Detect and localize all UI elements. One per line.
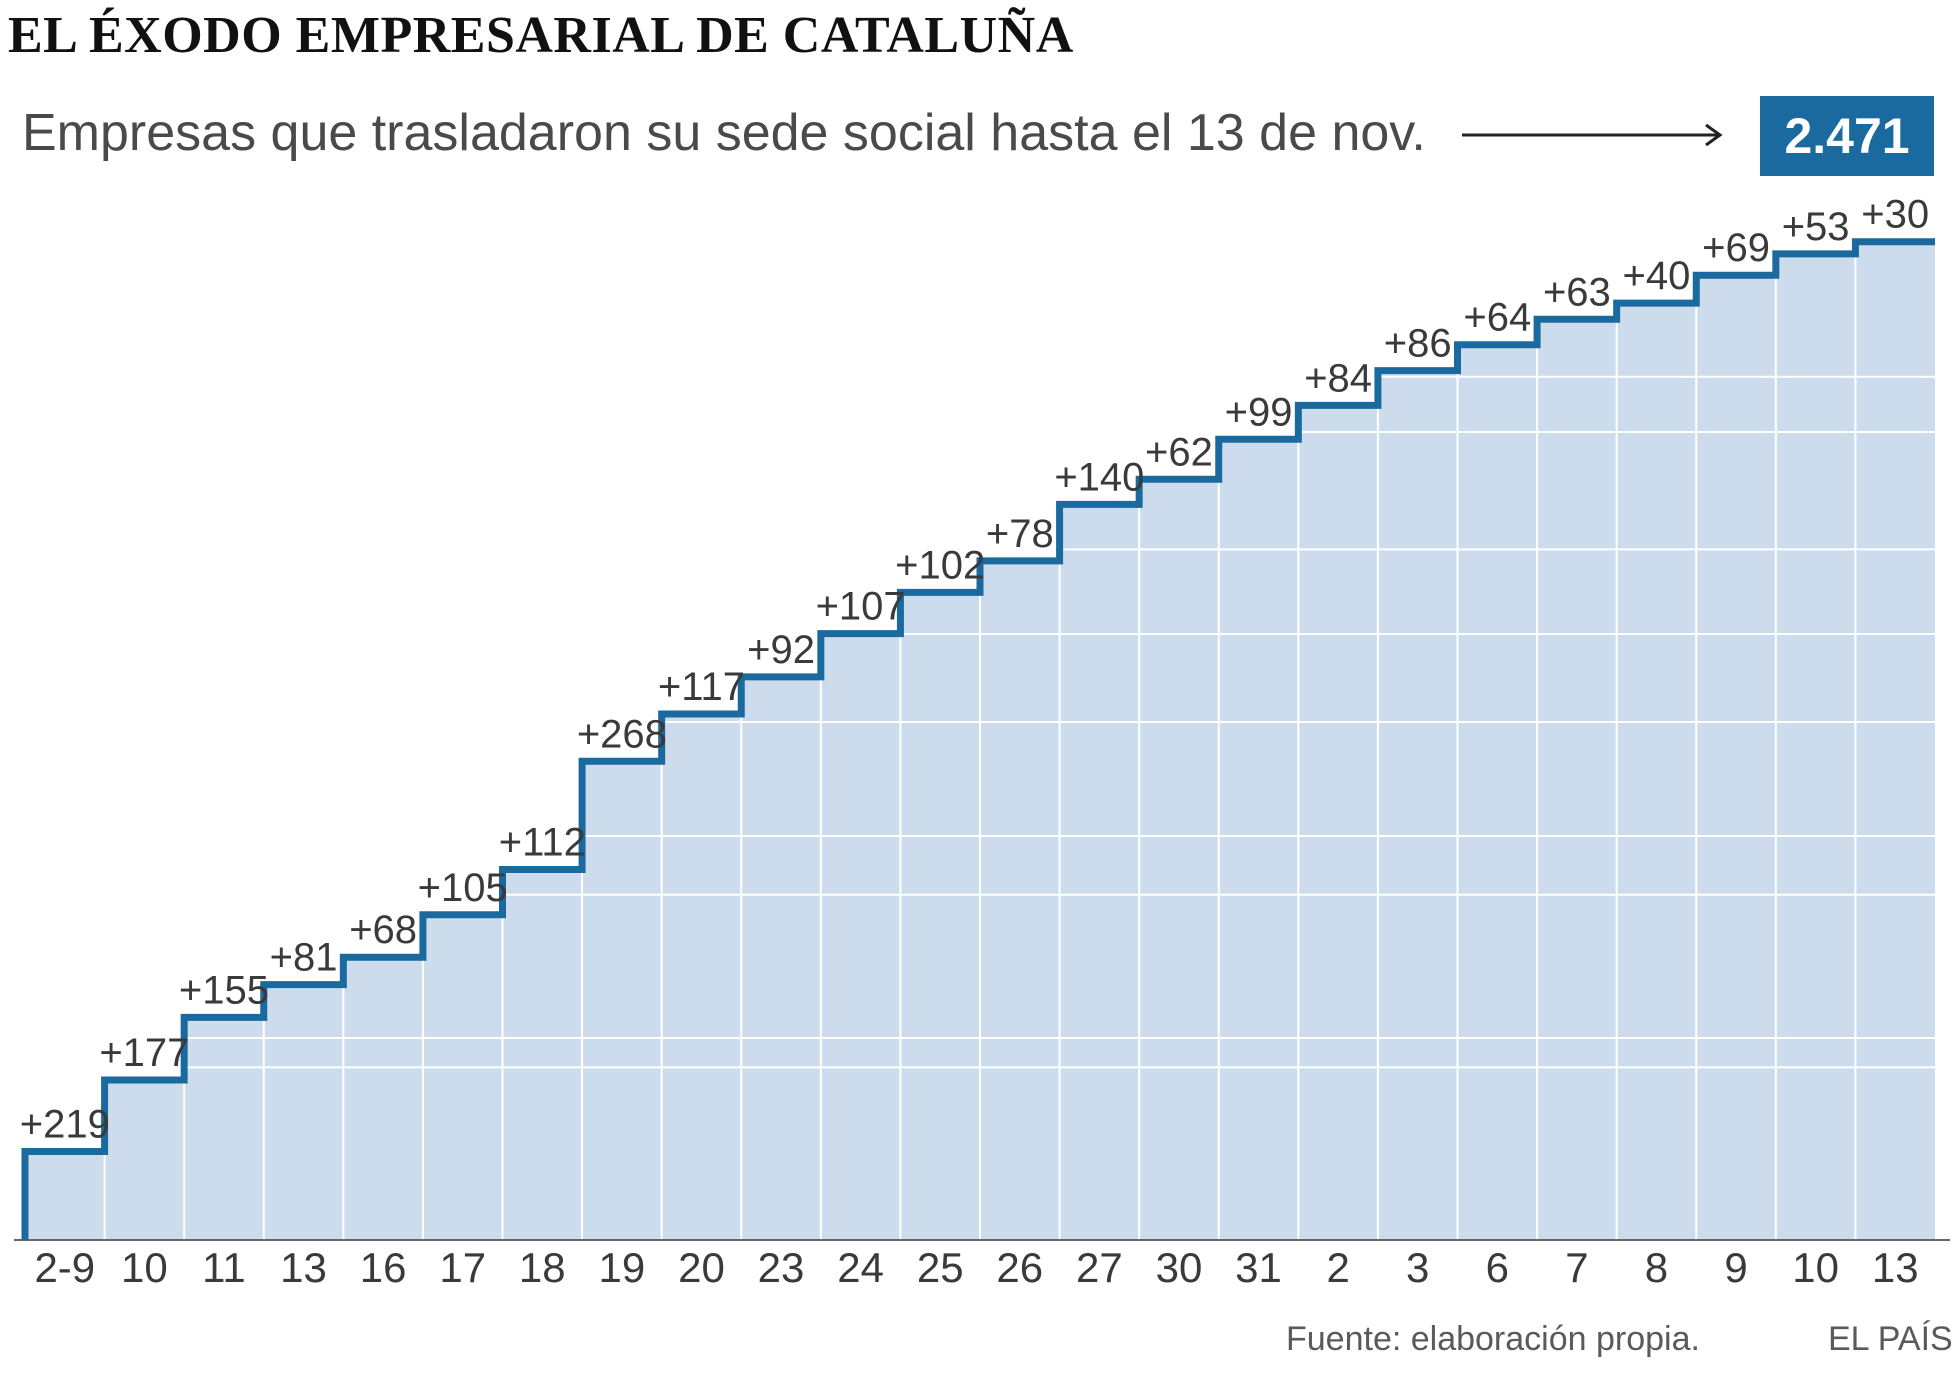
x-tick-label: 11: [202, 1244, 246, 1291]
x-tick-label: 10: [1792, 1244, 1839, 1291]
x-tick-label: 13: [280, 1244, 327, 1291]
x-tick-label: 2-9: [34, 1244, 95, 1291]
arrow-right-icon: [1462, 123, 1723, 147]
increment-label: +140: [1054, 455, 1144, 499]
increment-label: +268: [577, 712, 667, 756]
x-tick-label: 17: [439, 1244, 486, 1291]
x-tick-label: 7: [1565, 1244, 1588, 1291]
x-tick-label: 3: [1406, 1244, 1429, 1291]
x-tick-label: 16: [360, 1244, 407, 1291]
increment-label: +62: [1145, 430, 1213, 474]
increment-label: +63: [1543, 270, 1611, 314]
x-tick-label: 13: [1872, 1244, 1919, 1291]
increment-label: +102: [895, 543, 985, 587]
x-tick-label: 23: [758, 1244, 805, 1291]
x-tick-label: 27: [1076, 1244, 1123, 1291]
increment-label: +112: [499, 821, 586, 865]
increment-label: +99: [1225, 390, 1293, 434]
increment-label: +69: [1702, 226, 1770, 270]
x-tick-label: 18: [519, 1244, 566, 1291]
chart-title: EL ÉXODO EMPRESARIAL DE CATALUÑA: [8, 7, 1074, 64]
increment-label: +105: [418, 866, 508, 910]
cumulative-step-line: [21, 238, 1935, 1240]
x-tick-label: 24: [837, 1244, 884, 1291]
increment-label: +81: [270, 936, 338, 980]
increment-label: +78: [986, 512, 1054, 556]
x-tick-label: 10: [121, 1244, 168, 1291]
total-badge: 2.471: [1760, 96, 1934, 176]
increment-label: +40: [1623, 254, 1691, 298]
x-tick-label: 31: [1235, 1244, 1282, 1291]
increment-label: +219: [20, 1103, 110, 1147]
increment-label: +53: [1782, 205, 1850, 249]
x-tick-label: 9: [1724, 1244, 1747, 1291]
x-tick-label: 2: [1326, 1244, 1349, 1291]
x-tick-label: 8: [1645, 1244, 1668, 1291]
increment-label: +92: [747, 628, 815, 672]
source-note: Fuente: elaboración propia.: [1286, 1320, 1700, 1358]
increment-label: +155: [179, 968, 269, 1012]
x-tick-label: 30: [1156, 1244, 1203, 1291]
x-tick-label: 26: [996, 1244, 1043, 1291]
x-tick-label: 19: [599, 1244, 646, 1291]
x-tick-label: 6: [1486, 1244, 1509, 1291]
x-tick-label: 20: [678, 1244, 725, 1291]
increment-label: +107: [816, 585, 906, 629]
increment-label: +177: [99, 1031, 189, 1075]
increment-label: +64: [1463, 296, 1531, 340]
increment-label: +30: [1861, 193, 1929, 237]
x-tick-label: 25: [917, 1244, 964, 1291]
increment-label: +84: [1304, 356, 1372, 400]
chart-subtitle: Empresas que trasladaron su sede social …: [22, 104, 1426, 162]
publisher-credit: EL PAÍS: [1828, 1320, 1953, 1358]
increment-label: +117: [658, 665, 745, 709]
increment-label: +86: [1384, 322, 1452, 366]
increment-label: +68: [349, 908, 417, 952]
